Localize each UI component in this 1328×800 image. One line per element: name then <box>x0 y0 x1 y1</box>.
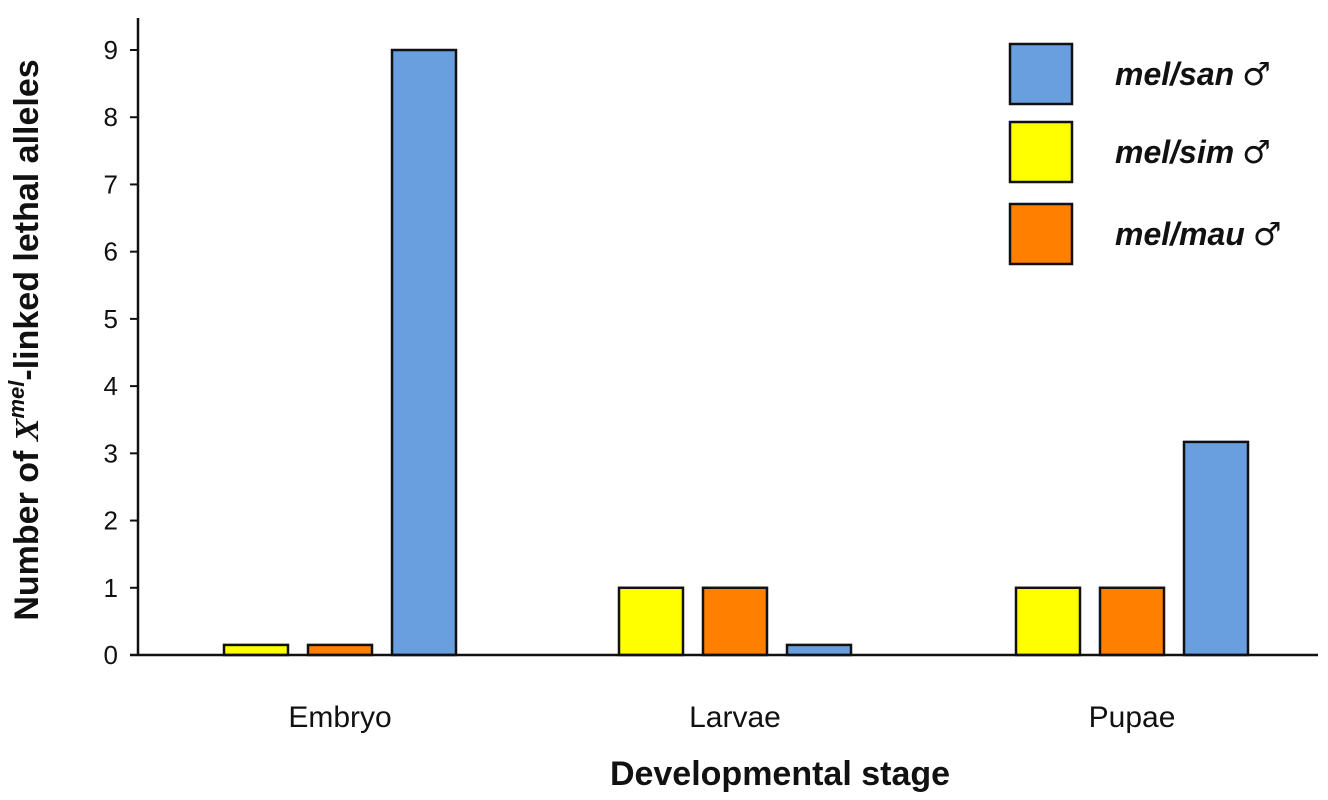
bar-larvae-mel-sim <box>617 586 685 657</box>
legend-swatch <box>1008 120 1074 184</box>
bar-embryo-mel-san <box>390 48 458 657</box>
legend-series-name: mel/mau <box>1115 216 1245 252</box>
y-tick-label: 1 <box>104 573 118 603</box>
y-tick-label: 2 <box>104 506 118 536</box>
legend-entry: mel/mau ♂ <box>1115 215 1282 253</box>
male-symbol-icon: ♂ <box>1242 133 1271 171</box>
bar-larvae-mel-san <box>785 643 853 657</box>
y-tick-label: 8 <box>104 102 118 132</box>
bar-embryo-mel-sim <box>222 643 290 657</box>
y-axis-title-suffix: -linked lethal alleles <box>8 59 46 380</box>
bar-pupae-mel-san <box>1182 440 1250 657</box>
x-tick-label: Pupae <box>1089 701 1176 734</box>
legend-series-name: mel/sim <box>1115 134 1234 170</box>
y-tick-label: 3 <box>104 438 118 468</box>
y-tick-label: 0 <box>104 640 118 670</box>
male-symbol-icon: ♂ <box>1242 55 1271 93</box>
x-axis-labels: Embryo Larvae Pupae <box>288 701 1175 734</box>
svg-text:Number of Xmel-linked lethal a: Number of Xmel-linked lethal alleles <box>4 59 46 620</box>
legend-swatch <box>1008 42 1074 106</box>
legend-entry: mel/sim ♂ <box>1115 133 1271 171</box>
legend-entry: mel/san ♂ <box>1115 55 1271 93</box>
axis-lines <box>130 18 1318 657</box>
y-tick-label: 9 <box>104 35 118 65</box>
legend-series-name: mel/san <box>1115 56 1234 92</box>
y-tick-label: 5 <box>104 304 118 334</box>
y-tick-label: 6 <box>104 237 118 267</box>
legend-swatch <box>1008 202 1074 266</box>
male-symbol-icon: ♂ <box>1253 215 1282 253</box>
y-tick-label: 4 <box>104 371 118 401</box>
y-axis-title: Number of Xmel-linked lethal alleles <box>4 59 46 620</box>
bars <box>222 48 1250 657</box>
x-tick-label: Larvae <box>689 701 781 734</box>
x-tick-label: Embryo <box>288 701 391 734</box>
y-axis-title-prefix: Number of <box>8 441 46 620</box>
y-axis-title-variable: X <box>9 417 46 442</box>
legend: mel/san ♂mel/sim ♂mel/mau ♂ <box>1008 42 1282 266</box>
y-axis: 0 1 2 3 4 5 6 7 8 9 <box>104 35 138 670</box>
y-axis-title-superscript: mel <box>4 380 29 419</box>
x-axis-title: Developmental stage <box>610 755 950 793</box>
bar-pupae-mel-mau <box>1098 586 1166 657</box>
bar-larvae-mel-mau <box>701 586 769 657</box>
y-tick-label: 7 <box>104 169 118 199</box>
bar-embryo-mel-mau <box>306 643 374 657</box>
bar-pupae-mel-sim <box>1014 586 1082 657</box>
